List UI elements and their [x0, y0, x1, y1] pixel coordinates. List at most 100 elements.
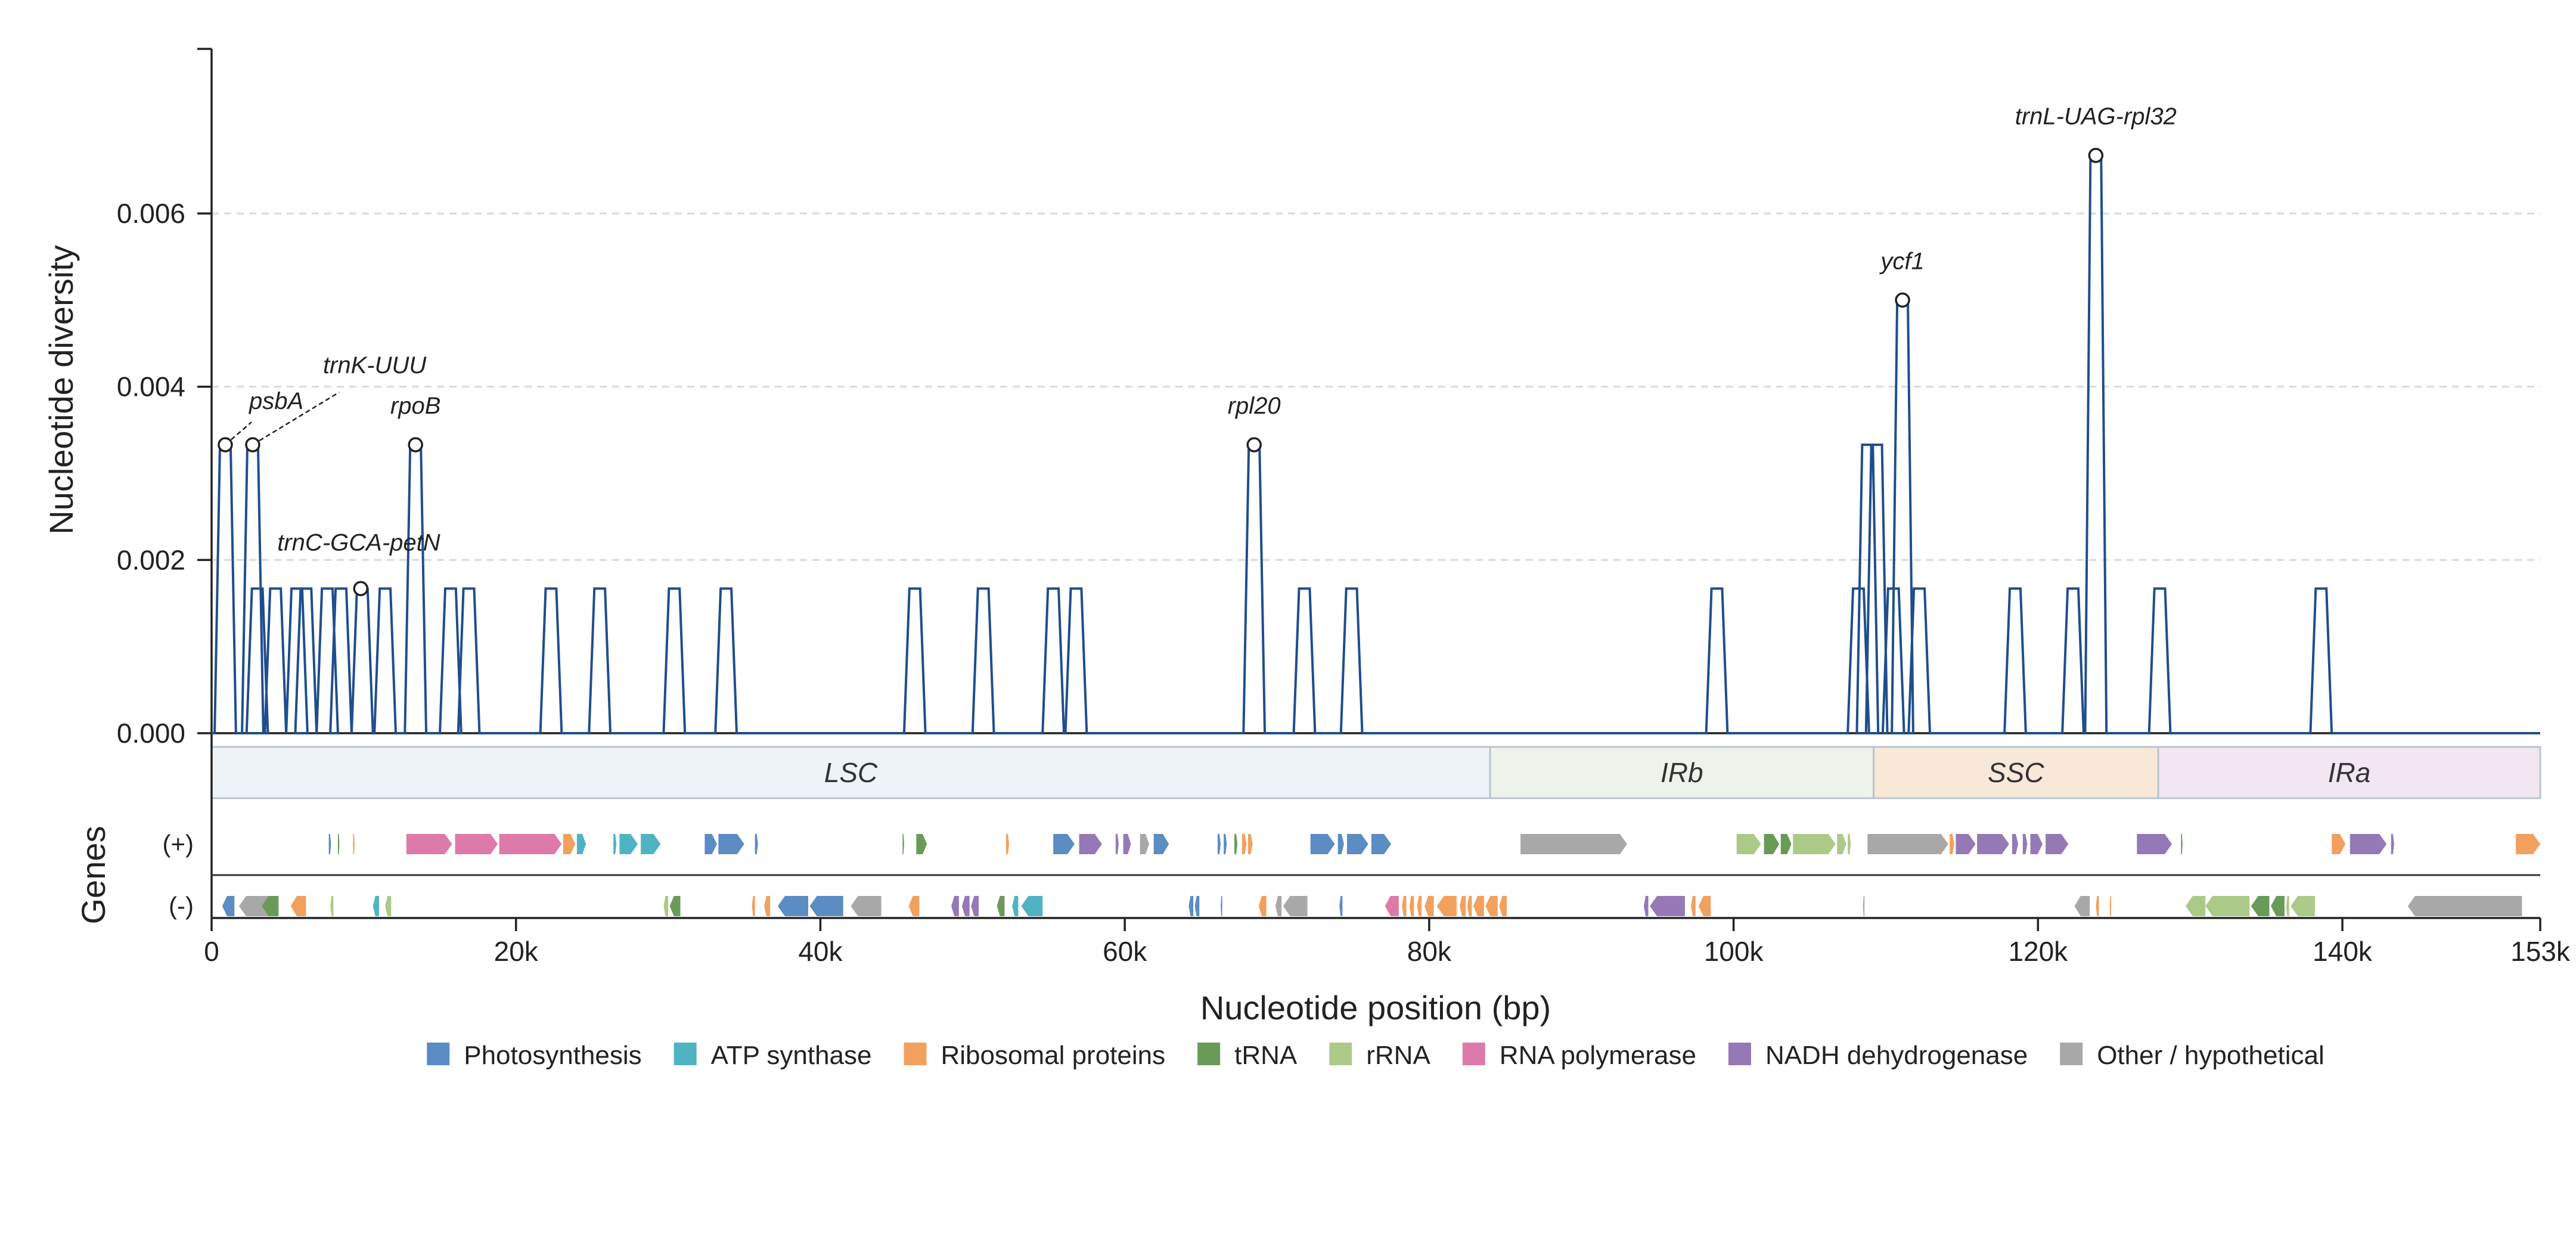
legend-label: rRNA [1366, 1041, 1430, 1070]
x-tick-label: 20k [494, 936, 539, 967]
gene-feature [1385, 896, 1399, 916]
gene-feature [669, 896, 681, 916]
gene-feature [373, 896, 379, 916]
legend-swatch [904, 1043, 927, 1065]
gene-feature [1217, 834, 1221, 854]
region-block [2157, 746, 2541, 799]
peak-label: trnC-GCA-petN [277, 529, 440, 556]
gene-feature [764, 896, 771, 916]
x-tick-label: 153k [2510, 936, 2571, 967]
gene-feature [2332, 834, 2346, 854]
gene-feature [576, 834, 586, 854]
diversity-line [212, 154, 2540, 734]
annotation-leader [225, 421, 252, 446]
legend-swatch [1329, 1043, 1352, 1065]
gene-feature [455, 834, 498, 854]
gene-feature [971, 896, 979, 916]
gene-feature [222, 896, 235, 916]
strand-label: (-) [169, 892, 194, 920]
gene-feature [1793, 834, 1836, 854]
gene-feature [1224, 834, 1227, 854]
gene-feature [908, 896, 920, 916]
gene-feature [1346, 834, 1368, 854]
gene-feature [809, 896, 843, 916]
gene-feature [1950, 834, 1954, 854]
gene-feature [1247, 834, 1253, 854]
region-label: IRb [1661, 757, 1703, 788]
gene-feature [499, 834, 562, 854]
gene-feature [755, 834, 758, 854]
peak-label: rpoB [390, 393, 441, 419]
gene-feature [1012, 896, 1019, 916]
gene-feature [1079, 834, 1102, 854]
gene-feature [1188, 896, 1194, 916]
region-block [210, 746, 1491, 799]
gene-feature [330, 896, 334, 916]
gene-feature [2350, 834, 2387, 854]
gene-feature [1371, 834, 1392, 854]
legend-label: Photosynthesis [464, 1041, 641, 1070]
gene-feature [328, 834, 331, 854]
gene-feature [1848, 834, 1851, 854]
gene-feature [1698, 896, 1711, 916]
region-label: SSC [1988, 757, 2044, 788]
region-label: IRa [2328, 757, 2371, 788]
legend-label: Other / hypothetical [2097, 1041, 2324, 1070]
gene-feature [1409, 896, 1414, 916]
gene-feature [262, 896, 279, 916]
gene-feature [2012, 834, 2019, 854]
gene-feature [385, 896, 392, 916]
gene-feature [2286, 896, 2289, 916]
gene-feature [777, 896, 809, 916]
gene-feature [2096, 896, 2099, 916]
legend-swatch [427, 1043, 450, 1065]
peak-marker [1895, 292, 1910, 308]
gene-feature [1764, 834, 1780, 854]
legend-swatch [1462, 1043, 1485, 1065]
y-axis-title: Nucleotide diversity [42, 245, 80, 535]
x-tick-label: 60k [1103, 936, 1147, 967]
y-tick-label: 0.004 [117, 371, 185, 402]
peak-marker [1246, 437, 1262, 452]
gene-feature [2291, 896, 2316, 916]
y-tick-label: 0.006 [117, 198, 185, 229]
gene-feature [1837, 834, 1846, 854]
gene-feature [337, 834, 340, 854]
gene-feature [951, 896, 959, 916]
legend-swatch [1197, 1043, 1221, 1065]
gene-feature [1956, 834, 1976, 854]
gene-feature [1736, 834, 1761, 854]
gene-feature [1005, 834, 1010, 854]
gene-feature [1310, 834, 1335, 854]
legend-label: Ribosomal proteins [941, 1041, 1165, 1070]
gene-feature [2271, 896, 2285, 916]
grid [212, 212, 2540, 561]
y-tick-label: 0.002 [117, 544, 185, 575]
gene-feature [1337, 834, 1344, 854]
gene-feature [1283, 896, 1308, 916]
gene-feature [1424, 896, 1434, 916]
legend-label: ATP synthase [711, 1041, 872, 1070]
gene-feature [2030, 834, 2043, 854]
region-label: LSC [824, 757, 878, 788]
peak-marker [218, 437, 233, 452]
gene-feature [1520, 834, 1627, 854]
peak-label: trnL-UAG-rpl32 [2015, 104, 2177, 130]
peak-label: trnK-UUU [323, 352, 427, 379]
axes: 0.000 0.002 0.004 0.006 0 20k 40k 60k 80k 100k 120… [117, 48, 2571, 967]
gene-feature [1867, 834, 1948, 854]
gene-feature [1221, 896, 1222, 916]
legend-swatch [1728, 1043, 1751, 1065]
gene-feature [1153, 834, 1169, 854]
peak-annotations: psbA trnK-UUU trnC-GCA-petN rpoB rpl20 ycf1 tr… [218, 104, 2177, 597]
x-tick-label: 100k [1704, 936, 1764, 967]
gene-feature [406, 834, 452, 854]
gene-track: (+) (-) [163, 830, 2540, 920]
gene-feature [1473, 896, 1484, 916]
peak-marker [408, 437, 423, 452]
gene-feature [1242, 834, 1247, 854]
legend-label: RNA polymerase [1500, 1041, 1696, 1070]
gene-feature [704, 834, 717, 854]
gene-feature [1691, 896, 1696, 916]
